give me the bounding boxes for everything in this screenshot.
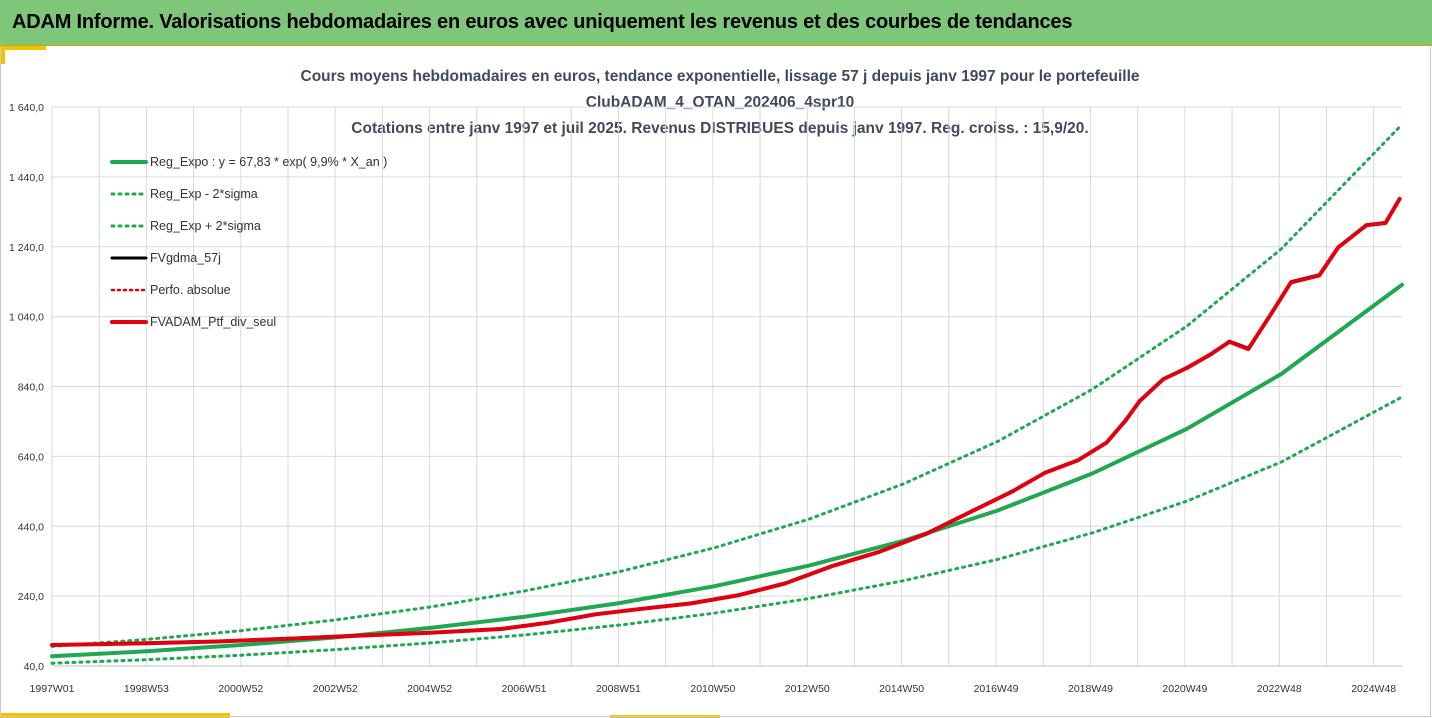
x-tick-label: 2002W52 xyxy=(313,683,358,695)
x-tick-label: 2004W52 xyxy=(407,683,452,695)
yellow-accent-top xyxy=(0,46,46,50)
series-line-2 xyxy=(50,123,1404,648)
series-layer xyxy=(50,123,1404,665)
legend-label: FVADAM_Ptf_div_seul xyxy=(150,315,276,329)
y-tick-label: 840,0 xyxy=(18,382,44,394)
x-tick-label: 2018W49 xyxy=(1068,683,1113,695)
y-tick-label: 640,0 xyxy=(18,451,44,463)
y-tick-label: 1 240,0 xyxy=(9,242,44,254)
y-tick-label: 440,0 xyxy=(18,521,44,533)
y-tick-label: 40,0 xyxy=(24,661,45,673)
chart-title-line-1: Cours moyens hebdomadaires en euros, ten… xyxy=(301,68,1140,85)
x-tick-label: 2012W50 xyxy=(785,683,830,695)
y-tick-label: 240,0 xyxy=(18,591,44,603)
series-line-0 xyxy=(50,282,1404,659)
legend-label: Reg_Exp - 2*sigma xyxy=(150,187,258,201)
yellow-accent-bottom xyxy=(0,713,230,718)
legend: Reg_Expo : y = 67,83 * exp( 9,9% * X_an … xyxy=(110,155,387,329)
chart: Cours moyens hebdomadaires en euros, ten… xyxy=(9,68,1404,695)
x-tick-label: 1998W53 xyxy=(124,683,169,695)
legend-label: Reg_Expo : y = 67,83 * exp( 9,9% * X_an … xyxy=(150,155,387,169)
x-tick-label: 2014W50 xyxy=(879,683,924,695)
chart-title-line-2: ClubADAM_4_OTAN_202406_4spr10 xyxy=(586,94,855,111)
series-line-1 xyxy=(50,395,1404,665)
y-axis-ticks: 40,0 240,0 440,0 640,0 840,0 1 040,0 1 240,0 1 … xyxy=(9,102,44,673)
chart-title: Cours moyens hebdomadaires en euros, ten… xyxy=(301,68,1140,137)
x-tick-label: 2022W48 xyxy=(1257,683,1302,695)
y-tick-label: 1 440,0 xyxy=(9,172,44,184)
x-tick-label: 1997W01 xyxy=(30,683,75,695)
legend-label: Reg_Exp + 2*sigma xyxy=(150,219,261,233)
x-tick-label: 2008W51 xyxy=(596,683,641,695)
legend-label: FVgdma_57j xyxy=(150,251,221,265)
page-title: ADAM Informe. Valorisations hebdomadaire… xyxy=(12,11,1073,33)
y-tick-label: 1 040,0 xyxy=(9,312,44,324)
x-tick-label: 2000W52 xyxy=(218,683,263,695)
x-tick-label: 2006W51 xyxy=(502,683,547,695)
x-tick-label: 2010W50 xyxy=(690,683,735,695)
y-tick-label: 1 640,0 xyxy=(9,102,44,114)
header-banner: ADAM Informe. Valorisations hebdomadaire… xyxy=(0,0,1432,46)
legend-label: Perfo. absolue xyxy=(150,283,231,297)
yellow-accent-left xyxy=(0,46,5,64)
chart-title-line-3: Cotations entre janv 1997 et juil 2025. … xyxy=(351,120,1088,137)
x-tick-label: 2020W49 xyxy=(1162,683,1207,695)
x-tick-label: 2024W48 xyxy=(1351,683,1396,695)
series-line-5 xyxy=(50,196,1402,647)
chart-frame xyxy=(0,46,1431,717)
x-tick-label: 2016W49 xyxy=(974,683,1019,695)
x-gridlines xyxy=(51,107,1402,667)
x-axis-ticks: 1997W01 1998W53 2000W52 2002W52 2004W52 2006W… xyxy=(30,683,1397,695)
